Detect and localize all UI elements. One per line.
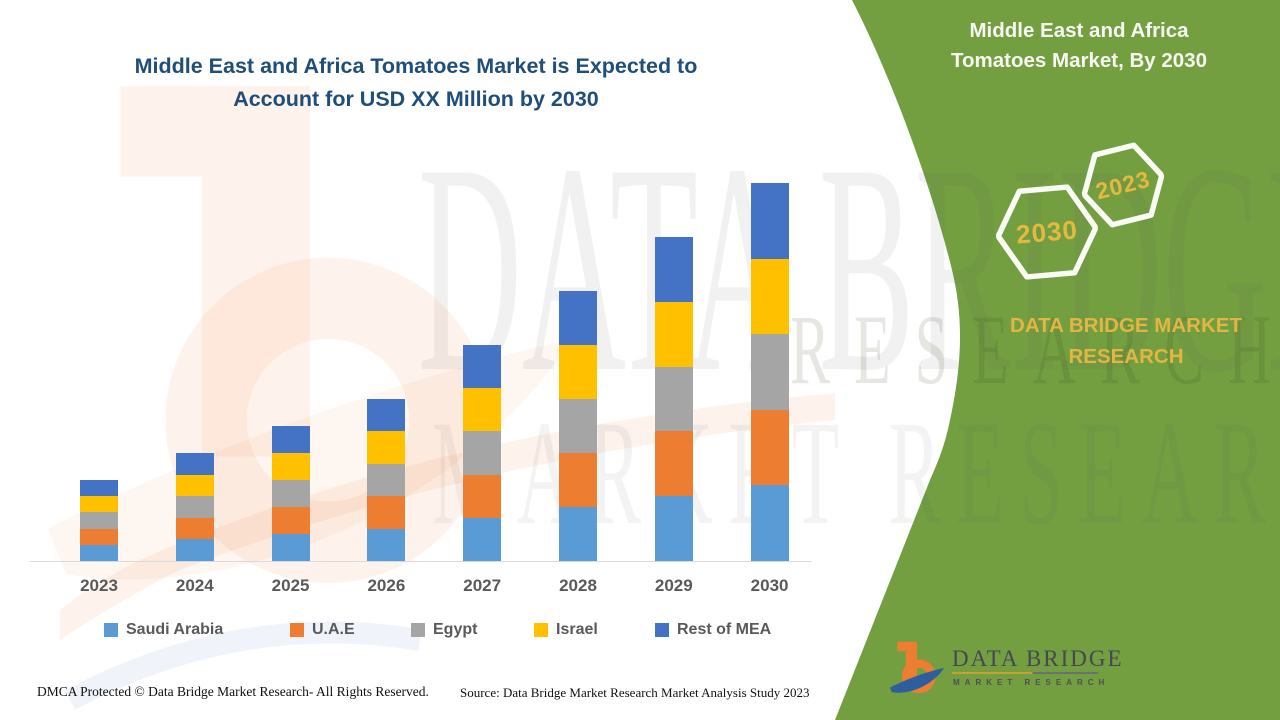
bar-segment-u-a-e-2024: [175, 517, 214, 540]
logo-rule: [952, 672, 1098, 674]
bar-segment-saudi-arabia-2023: [80, 544, 118, 561]
bar-segment-saudi-arabia-2026: [367, 528, 406, 561]
x-axis-label-2027: 2027: [463, 576, 502, 595]
logo-tagline: MARKET RESEARCH: [953, 678, 1110, 687]
legend-marker-icon: [104, 623, 118, 637]
logo-name: DATA BRIDGE: [952, 646, 1124, 671]
bar-segment-egypt-2023: [80, 512, 118, 529]
bar-segment-egypt-2025: [271, 480, 310, 507]
data-bridge-logo: DATA BRIDGE MARKET RESEARCH: [888, 638, 1124, 702]
bar-segment-u-a-e-2027: [463, 474, 502, 518]
legend-label: Saudi Arabia: [126, 621, 224, 638]
page-title: Middle East and Africa Tomatoes Market i…: [110, 50, 722, 115]
bar-segment-rest-of-mea-2027: [463, 345, 502, 389]
bar-segment-egypt-2029: [654, 366, 693, 432]
hexagon-2030-badge: 2030: [992, 182, 1102, 283]
legend-item-rest-of-mea: Rest of MEA: [655, 619, 771, 641]
bar-segment-u-a-e-2029: [654, 431, 693, 497]
x-axis-label-2023: 2023: [80, 576, 118, 595]
legend-marker-icon: [411, 623, 425, 637]
bar-segment-israel-2030: [750, 258, 789, 335]
bar-segment-israel-2025: [271, 453, 310, 480]
bar-segment-israel-2026: [367, 431, 406, 464]
legend-item-saudi-arabia: Saudi Arabia: [104, 619, 223, 641]
bar-segment-israel-2024: [175, 474, 214, 497]
legend-label: Egypt: [433, 621, 478, 638]
bar-segment-rest-of-mea-2029: [654, 237, 693, 302]
x-axis-label-2025: 2025: [271, 576, 310, 595]
bar-segment-egypt-2027: [463, 431, 502, 475]
x-axis-label-2030: 2030: [750, 576, 789, 595]
legend-marker-icon: [290, 623, 304, 637]
side-panel-title-line1: Middle East and Africa: [969, 19, 1189, 42]
bar-segment-israel-2028: [559, 345, 597, 399]
legend-item-egypt: Egypt: [411, 619, 477, 641]
x-axis-label-2024: 2024: [175, 576, 214, 595]
bar-segment-egypt-2026: [367, 463, 406, 497]
x-axis-label-2029: 2029: [654, 576, 693, 595]
logo-b-icon: [889, 641, 945, 694]
bar-segment-rest-of-mea-2024: [175, 453, 214, 475]
bar-segment-saudi-arabia-2030: [750, 485, 789, 561]
bar-segment-saudi-arabia-2029: [654, 496, 693, 561]
bar-segment-rest-of-mea-2028: [559, 291, 597, 345]
bar-segment-u-a-e-2023: [80, 528, 118, 545]
bar-segment-u-a-e-2028: [559, 453, 597, 507]
source-text: Source: Data Bridge Market Research Mark…: [460, 685, 810, 700]
side-panel-title: Middle East and Africa Tomatoes Market, …: [914, 16, 1244, 76]
legend-label: Israel: [556, 621, 598, 638]
bar-segment-u-a-e-2030: [750, 409, 789, 486]
bar-segment-saudi-arabia-2027: [463, 517, 502, 561]
hexagon-outline-icon: [995, 184, 1099, 280]
legend-item-u-a-e: U.A.E: [290, 619, 355, 641]
brand-wordmark-line1: DATA BRIDGE MARKET: [1010, 314, 1242, 337]
x-axis-label-2028: 2028: [559, 576, 597, 595]
bar-segment-saudi-arabia-2025: [271, 534, 310, 561]
x-axis-line: [30, 561, 812, 562]
bar-segment-israel-2023: [80, 496, 118, 513]
x-axis-label-2026: 2026: [367, 576, 406, 595]
bar-segment-rest-of-mea-2023: [80, 480, 118, 497]
side-panel-title-line2: Tomatoes Market, By 2030: [951, 49, 1207, 72]
bar-segment-u-a-e-2025: [271, 507, 310, 534]
bar-segment-israel-2029: [654, 301, 693, 367]
bar-segment-rest-of-mea-2025: [271, 426, 310, 453]
legend-item-israel: Israel: [534, 619, 598, 641]
page-title-line2: Account for USD XX Million by 2030: [233, 86, 599, 111]
bar-segment-israel-2027: [463, 388, 502, 432]
copyright-text: DMCA Protected © Data Bridge Market Rese…: [37, 684, 429, 699]
bar-segment-saudi-arabia-2028: [559, 507, 597, 561]
page-title-line1: Middle East and Africa Tomatoes Market i…: [134, 54, 698, 78]
legend-marker-icon: [655, 623, 669, 637]
bar-segment-egypt-2024: [175, 496, 214, 518]
legend-marker-icon: [534, 623, 548, 637]
legend-label: Rest of MEA: [677, 621, 772, 638]
bar-segment-u-a-e-2026: [367, 496, 406, 529]
bar-segment-saudi-arabia-2024: [175, 539, 214, 561]
bar-segment-egypt-2028: [559, 399, 597, 453]
bar-segment-rest-of-mea-2030: [750, 183, 789, 259]
legend-label: U.A.E: [312, 621, 355, 638]
bar-segment-rest-of-mea-2026: [367, 399, 406, 432]
brand-wordmark: DATA BRIDGE MARKET RESEARCH: [985, 310, 1267, 372]
bar-segment-egypt-2030: [750, 334, 789, 410]
brand-wordmark-line2: RESEARCH: [1068, 345, 1184, 368]
